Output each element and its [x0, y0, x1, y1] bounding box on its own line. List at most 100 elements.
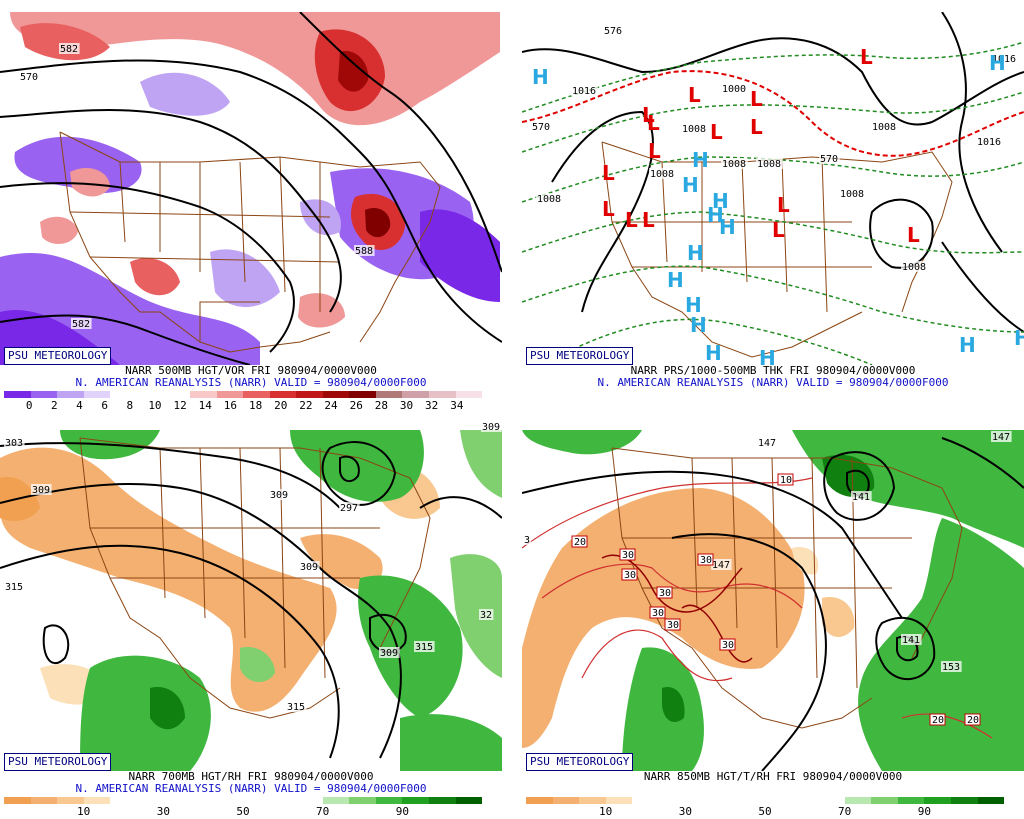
- colorbar-segment: [951, 797, 978, 804]
- colorbar-segment: [83, 797, 111, 804]
- contour-label: 1008: [722, 159, 746, 170]
- high-pressure-marker: H: [1014, 326, 1024, 350]
- contour-label: 141: [852, 492, 870, 503]
- panel-pressure-thickness: 1016 1008 1008 1008 1008 1008 1000 1008 1008 1008…: [522, 12, 1024, 413]
- contour-label: 309: [380, 648, 398, 659]
- low-pressure-marker: L: [602, 197, 615, 221]
- contour-label: 582: [60, 44, 78, 55]
- colorbar-segment: [526, 797, 553, 804]
- panel-850mb-temp-rh: 147 147 141 147 141 153 3 10 20 30 30 30 30 30 30 30 20…: [522, 418, 1024, 819]
- rh-colorbar: [526, 797, 1005, 804]
- colorbar-segment: [110, 391, 137, 398]
- colorbar-tick: 32: [425, 399, 439, 412]
- colorbar-segment: [738, 797, 766, 804]
- colorbar-tick: 18: [248, 399, 263, 412]
- colorbar-tick: 90: [917, 805, 931, 818]
- panel-valid-line: N. AMERICAN REANALYSIS (NARR) VALID = 98…: [75, 782, 427, 795]
- colorbar-tick: 50: [236, 805, 250, 818]
- colorbar-tick: 6: [101, 399, 108, 412]
- colorbar-segment: [83, 391, 111, 398]
- contour-label: 1016: [977, 137, 1001, 148]
- temperature-label: 30: [722, 640, 734, 651]
- colorbar-segment: [57, 391, 84, 398]
- colorbar-segment: [579, 797, 606, 804]
- contour-label: 309: [482, 422, 500, 433]
- colorbar-segment: [685, 797, 712, 804]
- high-pressure-marker: H: [667, 268, 684, 292]
- psu-meteorology-badge: PSU METEOROLOGY: [4, 347, 112, 365]
- colorbar-tick: 28: [374, 399, 388, 412]
- low-pressure-marker: L: [750, 115, 763, 139]
- contour-label: 1008: [872, 122, 896, 133]
- colorbar-tick: 16: [223, 399, 238, 412]
- low-pressure-marker: L: [647, 111, 660, 135]
- temperature-label: 10: [780, 475, 792, 486]
- colorbar-segment: [30, 797, 58, 804]
- colorbar-segment: [552, 797, 580, 804]
- contour-label: 1016: [992, 54, 1016, 65]
- contour-label: 3: [524, 535, 530, 546]
- contour-label: 309: [32, 485, 50, 496]
- colorbar-segment: [455, 797, 483, 804]
- colorbar-segment: [30, 391, 58, 398]
- low-pressure-marker: L: [642, 103, 655, 127]
- contour-label: 576: [604, 26, 622, 37]
- colorbar-segment: [136, 797, 164, 804]
- colorbar-ticks: 10 30 50 70 90: [4, 805, 482, 819]
- high-pressure-marker: H: [719, 215, 736, 239]
- contour-label: 1016: [572, 86, 596, 97]
- colorbar-tick: 10: [599, 805, 613, 818]
- contour-label: 1008: [537, 194, 561, 205]
- colorbar-segment: [375, 391, 403, 398]
- colorbar-segment: [897, 797, 925, 804]
- colorbar-segment: [110, 797, 137, 804]
- colorbar-segment: [402, 391, 429, 398]
- colorbar-tick: 0: [25, 399, 33, 412]
- psu-meteorology-badge: PSU METEOROLOGY: [4, 753, 112, 771]
- high-pressure-marker: H: [705, 341, 722, 365]
- colorbar-segment: [632, 797, 659, 804]
- colorbar-segment: [296, 391, 323, 398]
- contour-label: 1008: [902, 262, 926, 273]
- colorbar-segment: [455, 391, 483, 398]
- low-pressure-marker: L: [688, 83, 701, 107]
- colorbar-tick: 30: [156, 805, 170, 818]
- high-pressure-marker: H: [759, 346, 776, 365]
- colorbar-segment: [243, 391, 270, 398]
- contour-label: 315: [5, 582, 23, 593]
- high-pressure-marker: H: [687, 241, 704, 265]
- high-pressure-marker: H: [682, 173, 699, 197]
- high-pressure-marker: H: [707, 203, 724, 227]
- colorbar-segment: [977, 797, 1005, 804]
- colorbar-ticks: 0 2 4 6 8 10 12 14 16 18 20 22 24 26 28 30 32 34: [4, 399, 482, 413]
- low-pressure-marker: L: [772, 218, 785, 242]
- contour-label: 1008: [840, 189, 864, 200]
- colorbar-segment: [791, 797, 819, 804]
- low-pressure-marker: L: [642, 208, 655, 232]
- colorbar-segment: [605, 797, 633, 804]
- colorbar-segment: [349, 391, 376, 398]
- contour-label: 303: [5, 438, 23, 449]
- temp850-map: 147 147 141 147 141 153 3 10 20 30 30 30 30 30 30 30 20…: [522, 418, 1024, 771]
- colorbar-segment: [269, 391, 297, 398]
- colorbar-segment: [269, 797, 297, 804]
- colorbar-segment: [216, 391, 244, 398]
- colorbar-tick: 20: [274, 399, 288, 412]
- temperature-label: 30: [659, 588, 671, 599]
- colorbar-segment: [429, 797, 456, 804]
- colorbar-tick: 90: [395, 805, 409, 818]
- colorbar-tick: 12: [173, 399, 187, 412]
- colorbar-tick: 4: [76, 399, 83, 412]
- contour-label: 147: [712, 560, 730, 571]
- colorbar-tick: 34: [450, 399, 464, 412]
- colorbar-segment: [765, 797, 792, 804]
- contour-label: 582: [72, 319, 90, 330]
- colorbar-segment: [711, 797, 739, 804]
- rh700-map: 303 309 315 309 297 309 309 315 315 309 32: [0, 418, 502, 771]
- low-pressure-marker: L: [777, 193, 790, 217]
- panel-500mb-vorticity: 570 582 582 588 PSU METEOROLOGY NARR 500MB …: [0, 12, 502, 413]
- colorbar-tick: 30: [678, 805, 692, 818]
- low-pressure-marker: L: [648, 139, 661, 163]
- colorbar-tick: 10: [77, 805, 91, 818]
- contour-label: 297: [340, 503, 358, 514]
